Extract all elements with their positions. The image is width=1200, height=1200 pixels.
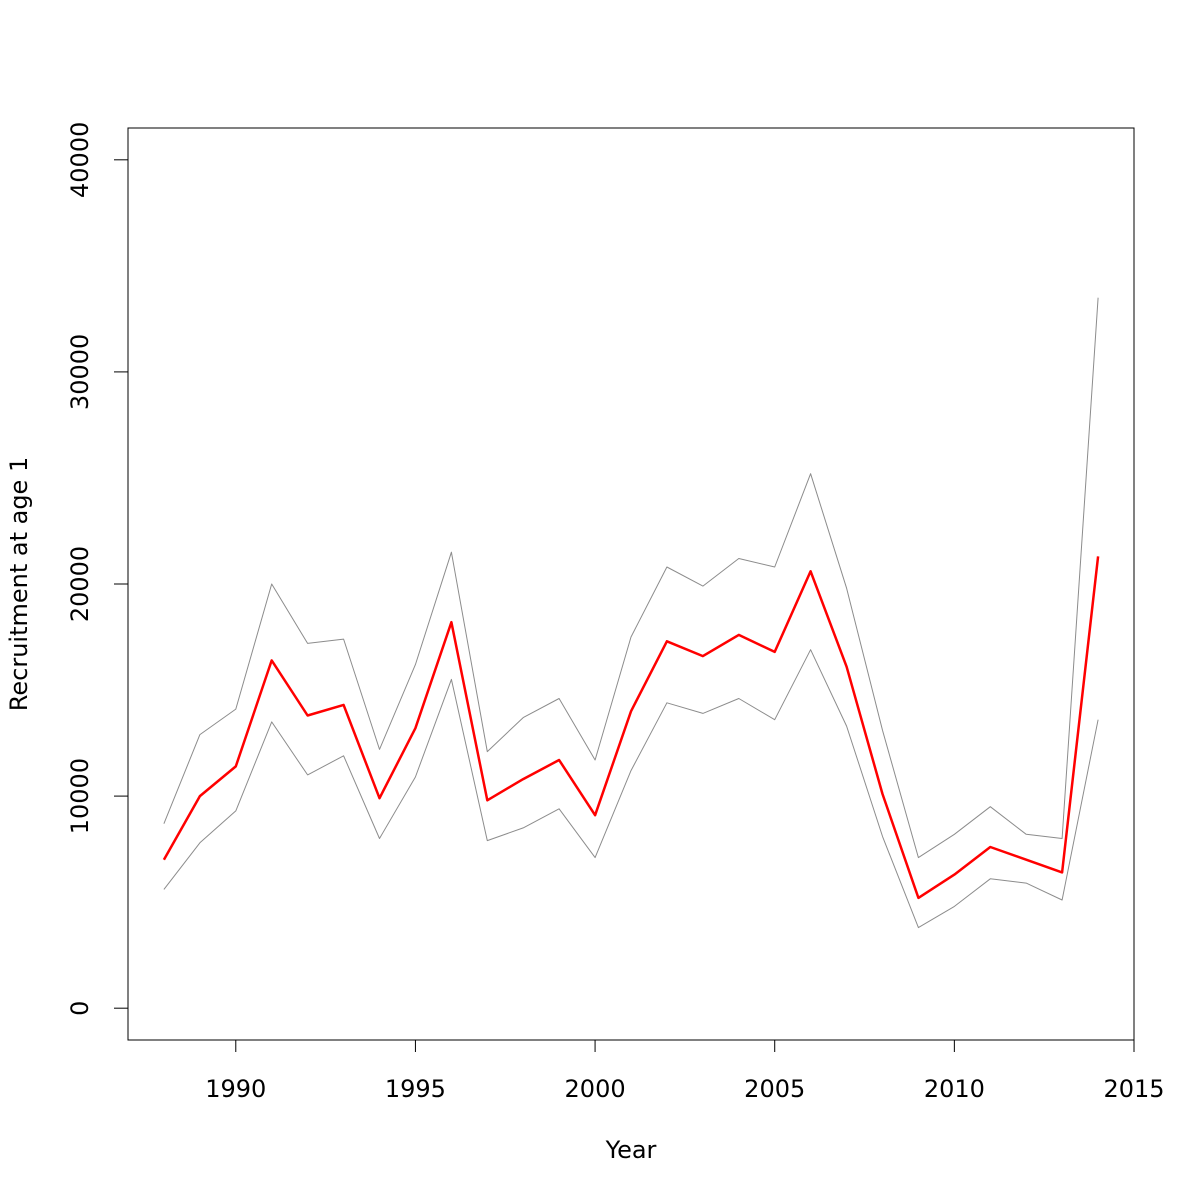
x-tick-label: 2005 [744,1075,805,1103]
x-tick-label: 1990 [205,1075,266,1103]
y-tick-label: 0 [66,1001,94,1016]
x-tick-label: 2015 [1103,1075,1164,1103]
y-tick-label: 40000 [66,122,94,198]
series-line-upper [163,297,1099,859]
x-tick-label: 2000 [565,1075,626,1103]
x-tick-label: 2010 [924,1075,985,1103]
y-axis: 0 10000 20000 30000 40000 [66,122,128,1016]
y-tick-label: 30000 [66,334,94,410]
x-axis-title: Year [605,1136,657,1164]
series-layer [162,297,1100,929]
y-tick-label: 10000 [66,758,94,834]
series-line-estimate [162,556,1100,900]
plot-frame [127,127,1135,1041]
y-axis-title: Recruitment at age 1 [5,457,33,711]
series-line-lower [163,649,1099,929]
x-tick-label: 1995 [385,1075,446,1103]
x-axis: 1990 1995 2000 2005 2010 2015 [205,1039,1165,1103]
y-tick-label: 20000 [66,546,94,622]
